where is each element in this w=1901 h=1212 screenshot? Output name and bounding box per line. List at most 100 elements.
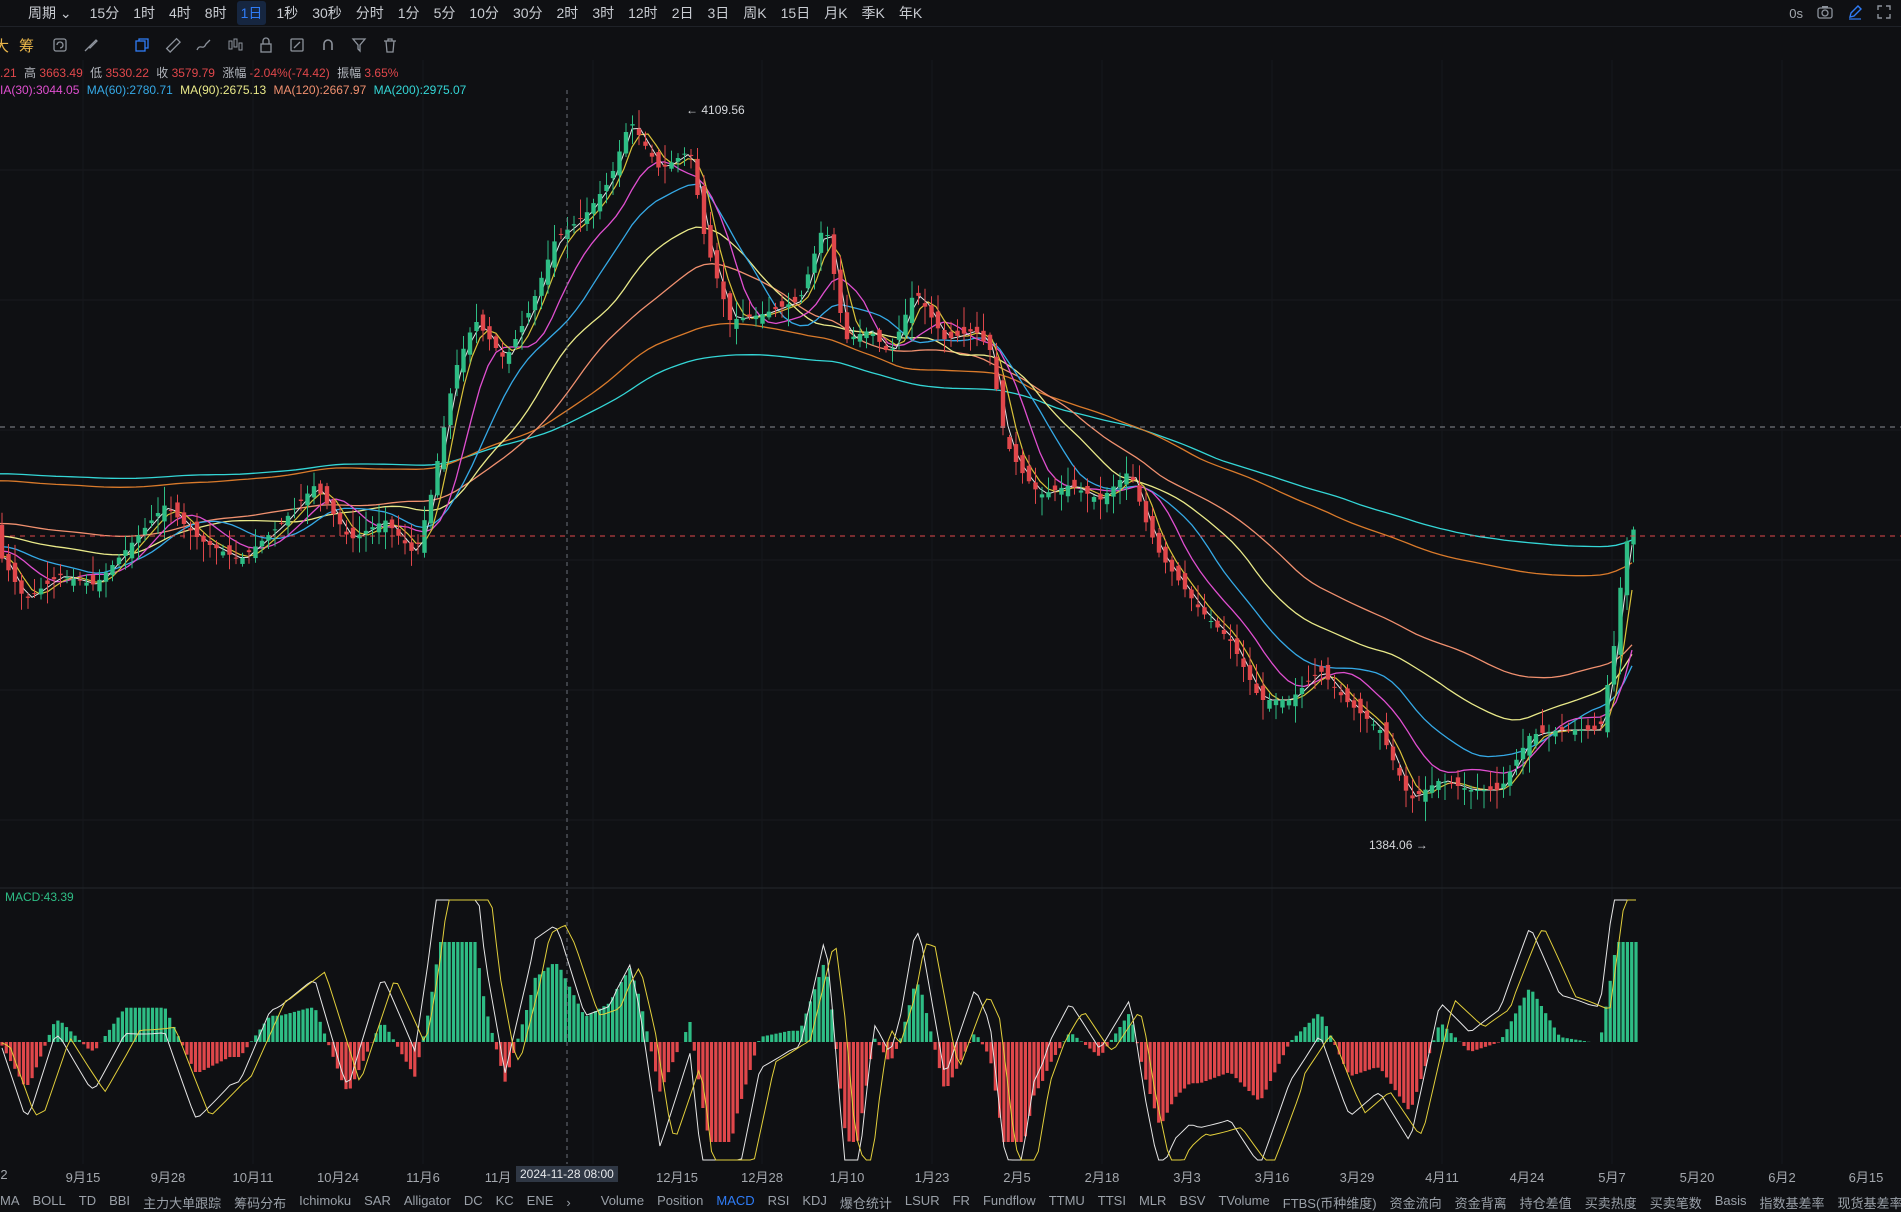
- macd-bar: [804, 1013, 808, 1042]
- sub-indicator-17[interactable]: 持仓差值: [1519, 1195, 1572, 1211]
- timeframe-21[interactable]: 年K: [898, 5, 923, 21]
- macd-bar: [1049, 1042, 1053, 1062]
- sub-indicator-16[interactable]: 资金背离: [1454, 1195, 1507, 1211]
- period-selector[interactable]: 周期 ⌄: [28, 5, 72, 21]
- sub-indicator-19[interactable]: 买卖笔数: [1649, 1195, 1702, 1211]
- sub-indicator-8[interactable]: Fundflow: [982, 1192, 1036, 1208]
- timeframe-2[interactable]: 4时: [169, 5, 191, 21]
- sub-indicator-7[interactable]: FR: [952, 1192, 970, 1208]
- sub-indicator-10[interactable]: TTSI: [1097, 1192, 1126, 1208]
- draw-icon[interactable]: [194, 35, 214, 55]
- brush-icon[interactable]: [81, 35, 101, 55]
- timeframe-11[interactable]: 30分: [512, 5, 543, 21]
- candle-body: [604, 184, 609, 192]
- timeframe-0[interactable]: 15分: [89, 5, 120, 21]
- candle-body: [116, 557, 122, 565]
- main-indicator-5[interactable]: 筹码分布: [234, 1195, 287, 1211]
- main-indicator-1[interactable]: BOLL: [32, 1192, 66, 1208]
- chevron-right-icon[interactable]: ›: [566, 1194, 571, 1210]
- timeframe-13[interactable]: 3时: [592, 5, 615, 21]
- sub-indicator-4[interactable]: KDJ: [802, 1192, 827, 1208]
- candle-body: [1598, 721, 1604, 724]
- main-indicator-6[interactable]: Ichimoku: [299, 1192, 352, 1208]
- timeframe-6[interactable]: 30秒: [312, 5, 342, 21]
- sub-indicator-9[interactable]: TTMU: [1048, 1192, 1085, 1208]
- candle-body: [1585, 725, 1591, 730]
- macd-bar: [559, 969, 563, 1042]
- sub-indicator-3[interactable]: RSI: [767, 1192, 790, 1208]
- sub-indicator-20[interactable]: Basis: [1714, 1192, 1747, 1208]
- sub-indicator-14[interactable]: FTBS(币种维度): [1282, 1195, 1377, 1211]
- macd-bar: [477, 968, 481, 1042]
- candle-body: [1039, 494, 1045, 498]
- edit-chart-icon[interactable]: [287, 35, 307, 55]
- tool-chou[interactable]: 筹: [19, 37, 35, 55]
- macd-bar: [1552, 1027, 1556, 1042]
- timeframe-15[interactable]: 2日: [671, 5, 694, 21]
- candle-body: [461, 348, 466, 373]
- main-indicator-0[interactable]: MA: [0, 1192, 20, 1208]
- timeframe-19[interactable]: 月K: [824, 5, 848, 21]
- timeframe-16[interactable]: 3日: [707, 5, 730, 21]
- sub-indicator-11[interactable]: MLR: [1138, 1192, 1167, 1208]
- timeframe-17[interactable]: 周K: [743, 5, 767, 21]
- timeframe-9[interactable]: 5分: [433, 5, 456, 21]
- timeframe-12[interactable]: 2时: [556, 5, 579, 21]
- trash-icon[interactable]: [380, 35, 400, 55]
- main-indicator-7[interactable]: SAR: [364, 1192, 391, 1208]
- main-indicator-3[interactable]: BBI: [109, 1192, 131, 1208]
- timeframe-10[interactable]: 10分: [469, 5, 499, 21]
- sub-indicator-15[interactable]: 资金流向: [1389, 1195, 1442, 1211]
- macd-bar: [52, 1024, 56, 1042]
- fullscreen-icon[interactable]: [1877, 4, 1891, 22]
- timeframe-7[interactable]: 分时: [355, 5, 384, 21]
- pencil-icon[interactable]: [1847, 4, 1863, 23]
- sub-indicator-1[interactable]: Position: [657, 1192, 704, 1208]
- timeframe-14[interactable]: 12时: [628, 5, 658, 21]
- sub-indicator-21[interactable]: 指数基差率: [1759, 1195, 1825, 1211]
- candle-body: [38, 588, 44, 595]
- main-indicator-4[interactable]: 主力大单跟踪: [143, 1195, 222, 1211]
- timeframe-4[interactable]: 1日: [236, 1, 267, 25]
- main-indicator-11[interactable]: ENE: [526, 1192, 554, 1208]
- candle-body: [825, 235, 830, 236]
- main-indicator-2[interactable]: TD: [78, 1192, 97, 1208]
- sub-indicator-6[interactable]: LSUR: [904, 1192, 940, 1208]
- main-indicator-8[interactable]: Alligator: [403, 1192, 451, 1208]
- sub-indicator-18[interactable]: 买卖热度: [1584, 1195, 1637, 1211]
- timeframe-3[interactable]: 8时: [204, 5, 227, 21]
- ruler-icon[interactable]: [163, 35, 183, 55]
- macd-bar: [568, 986, 572, 1042]
- replay-icon[interactable]: [50, 35, 70, 55]
- sub-indicators: Volume Position MACD RSI KDJ 爆仓统计 LSUR FR Fundfl…: [601, 1193, 1901, 1212]
- candles-icon[interactable]: [225, 35, 245, 55]
- sub-indicator-12[interactable]: BSV: [1179, 1192, 1206, 1208]
- candle-body: [350, 527, 356, 539]
- timeframe-8[interactable]: 1分: [397, 5, 420, 21]
- timeframe-18[interactable]: 15日: [780, 5, 811, 21]
- copy-icon[interactable]: [132, 35, 152, 55]
- macd-bar: [1509, 1021, 1513, 1042]
- macd-bar: [1251, 1042, 1255, 1096]
- macd-bar: [439, 942, 443, 1042]
- macd-bar: [959, 1042, 963, 1061]
- main-indicator-10[interactable]: KC: [495, 1192, 514, 1208]
- sub-indicator-0[interactable]: Volume: [600, 1192, 645, 1208]
- sub-indicator-13[interactable]: TVolume: [1218, 1192, 1270, 1208]
- main-indicator-9[interactable]: DC: [463, 1192, 483, 1208]
- tool-da[interactable]: 大: [0, 37, 10, 55]
- camera-icon[interactable]: [1817, 5, 1833, 22]
- macd-bar: [4, 1042, 8, 1054]
- candle-body: [955, 330, 960, 336]
- timeframe-20[interactable]: 季K: [861, 5, 885, 21]
- timeframe-5[interactable]: 1秒: [276, 5, 299, 21]
- candle-body: [1020, 455, 1025, 474]
- sub-indicator-5[interactable]: 爆仓统计: [839, 1195, 892, 1211]
- timeframe-1[interactable]: 1时: [133, 5, 155, 21]
- sub-indicator-22[interactable]: 现货基差率: [1837, 1195, 1901, 1211]
- lock-icon[interactable]: [256, 35, 276, 55]
- magnet-icon[interactable]: [318, 35, 338, 55]
- sub-indicator-2[interactable]: MACD: [716, 1192, 755, 1208]
- filter-icon[interactable]: [349, 35, 369, 55]
